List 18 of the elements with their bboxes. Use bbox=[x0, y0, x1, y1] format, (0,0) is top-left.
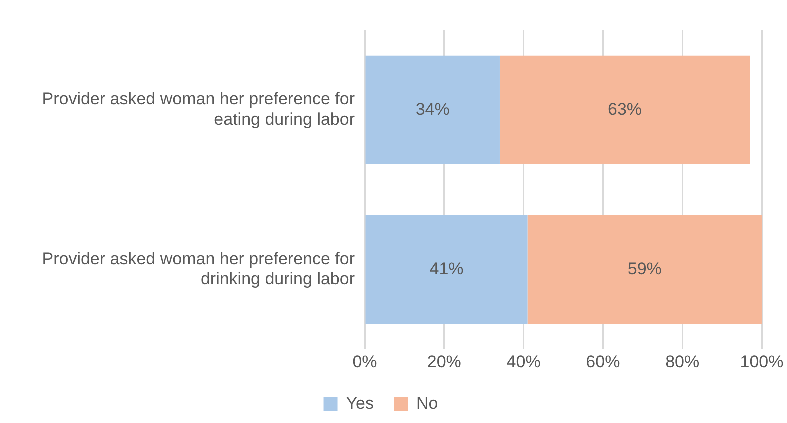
x-tick-label: 0% bbox=[352, 352, 378, 372]
legend-label: Yes bbox=[346, 394, 374, 414]
x-tick-label: 80% bbox=[666, 352, 700, 372]
x-tick-label: 40% bbox=[506, 352, 541, 372]
y-tick-label: Provider asked woman her preference for drinking during labor bbox=[42, 249, 356, 289]
legend-label: No bbox=[416, 394, 438, 414]
y-tick-label: Provider asked woman her preference for eating during labor bbox=[42, 90, 356, 130]
bar bbox=[528, 216, 762, 324]
bar bbox=[366, 56, 500, 164]
x-tick-label: 100% bbox=[740, 352, 784, 372]
x-tick-label: 60% bbox=[586, 352, 620, 372]
data-label: 34% bbox=[416, 100, 450, 119]
x-tick-label: 20% bbox=[427, 352, 462, 372]
bar bbox=[366, 216, 528, 324]
data-label: 41% bbox=[430, 259, 464, 278]
data-label: 63% bbox=[608, 100, 642, 119]
bar bbox=[500, 56, 750, 164]
data-label: 59% bbox=[628, 259, 662, 278]
